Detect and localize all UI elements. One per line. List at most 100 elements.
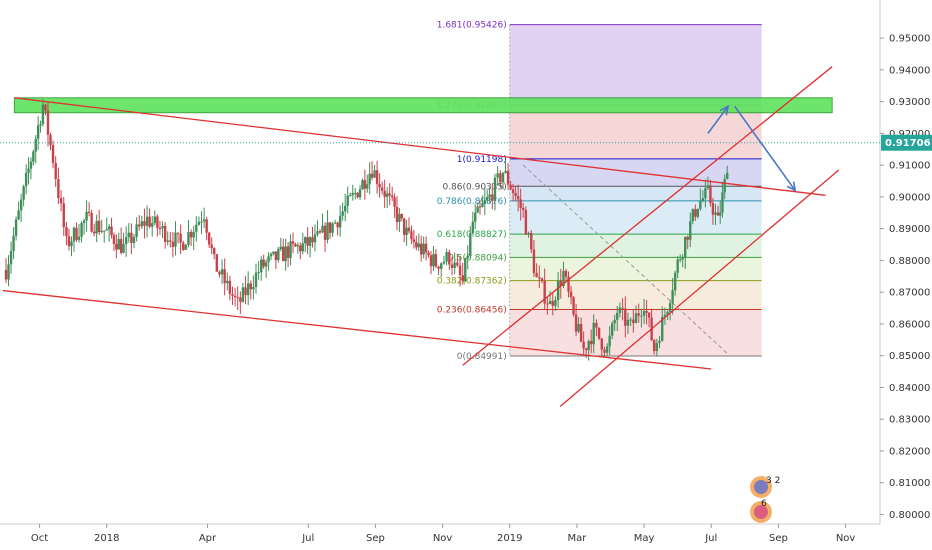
candle-body: [640, 315, 643, 317]
candle-body: [658, 340, 661, 343]
x-axis[interactable]: Oct 2018 Apr Jul Sep Nov 2019 Mar May Jul Sep Nov: [0, 523, 880, 544]
candle-body: [143, 221, 146, 226]
projection-arrow-shaft[interactable]: [734, 105, 796, 192]
candle-body: [434, 254, 438, 267]
candle-body: [432, 254, 435, 267]
candle-body: [4, 269, 8, 280]
candle-body: [246, 283, 250, 296]
candle-body: [579, 324, 583, 342]
candle-body: [158, 227, 162, 229]
y-tick-label: 0.94000: [889, 65, 930, 76]
candle-body: [556, 280, 560, 301]
fib-level-label: 1(0.91198): [457, 155, 507, 165]
candle-body: [338, 215, 342, 228]
candle-body: [361, 180, 364, 190]
candle-body: [213, 248, 216, 255]
candle-body: [254, 272, 258, 288]
candle-body: [403, 218, 406, 235]
candle-body: [299, 245, 302, 252]
candle-body: [562, 270, 565, 287]
candle-body: [163, 225, 167, 242]
trend-line[interactable]: [2, 289, 712, 370]
candle-body: [153, 216, 157, 224]
candle-body: [538, 277, 541, 279]
candle-body: [197, 221, 201, 225]
candle-body: [478, 206, 482, 208]
projection-arrow-head: [786, 181, 797, 193]
candle-body: [39, 124, 42, 126]
candle-body: [202, 219, 206, 222]
projection-arrows[interactable]: [707, 104, 797, 193]
candle-body: [328, 222, 332, 233]
candle-body: [148, 216, 151, 227]
resistance-rectangle[interactable]: [13, 97, 833, 114]
candle-body: [501, 172, 505, 183]
candle-body: [182, 242, 185, 250]
candle-body: [156, 216, 159, 228]
candle-body: [486, 197, 489, 201]
candle-body: [673, 272, 677, 291]
candle-body: [358, 189, 362, 198]
trend-line[interactable]: [559, 169, 840, 407]
candle-body: [476, 206, 479, 213]
candle-body: [112, 235, 116, 244]
candle-body: [388, 193, 391, 196]
candle-body: [637, 313, 640, 316]
candle-body: [589, 341, 593, 345]
candle-body: [277, 249, 280, 261]
candle-body: [62, 203, 65, 228]
candle-body: [554, 300, 557, 306]
fib-retracement[interactable]: 1.681(0.95426)1.272(0.92887)1(0.91198)0.…: [437, 21, 762, 362]
y-tick-label: 0.86000: [889, 319, 930, 330]
candle-body: [122, 244, 125, 253]
candle-body: [75, 227, 78, 240]
fib-level-label: 0.86(0.90335): [442, 182, 506, 192]
candle-body: [296, 245, 300, 247]
trend-line[interactable]: [462, 66, 833, 366]
trend-line[interactable]: [14, 97, 826, 196]
candle-body: [521, 207, 525, 210]
resistance-zone[interactable]: [13, 97, 833, 114]
candle-body: [308, 237, 312, 246]
y-tick-label: 0.87000: [889, 288, 930, 299]
y-axis[interactable]: 0.95000 0.94000 0.93000 0.92000 0.91000 0.900…: [879, 0, 930, 524]
candle-body: [398, 214, 401, 222]
candle-body: [34, 138, 37, 152]
candle-body: [100, 231, 103, 233]
candle-body: [642, 311, 646, 316]
candle-body: [32, 151, 35, 162]
candle-body: [721, 192, 724, 213]
candle-body: [205, 219, 208, 233]
candle-body: [195, 224, 198, 232]
candle-body: [318, 231, 322, 233]
candle-body: [551, 300, 554, 306]
candle-body: [530, 232, 533, 250]
candle-body: [440, 263, 443, 269]
fib-band: [509, 105, 762, 159]
candle-body: [356, 192, 359, 198]
candle-body: [726, 172, 729, 180]
trend-lines[interactable]: [2, 66, 840, 407]
candle-body: [105, 229, 108, 231]
candle-body: [343, 205, 347, 212]
candle-body: [686, 236, 689, 240]
fib-level-label: 1.681(0.95426): [437, 21, 507, 31]
candlestick-series: [4, 99, 729, 361]
candle-body: [115, 243, 118, 250]
y-tick-label: 0.91000: [889, 161, 930, 172]
candle-body: [597, 327, 601, 339]
candle-body: [595, 322, 598, 328]
candle-body: [491, 194, 494, 201]
candle-body: [284, 246, 287, 262]
projection-arrow-head: [719, 104, 730, 116]
candle-body: [46, 110, 50, 135]
candle-body: [540, 278, 544, 281]
author-badge-logo: 3 2 6: [750, 476, 780, 523]
candle-body: [14, 219, 18, 236]
candle-body: [306, 237, 309, 246]
projection-arrow-shaft[interactable]: [707, 105, 729, 134]
candle-body: [289, 241, 292, 258]
candle-body: [546, 303, 549, 305]
candle-body: [471, 221, 475, 234]
